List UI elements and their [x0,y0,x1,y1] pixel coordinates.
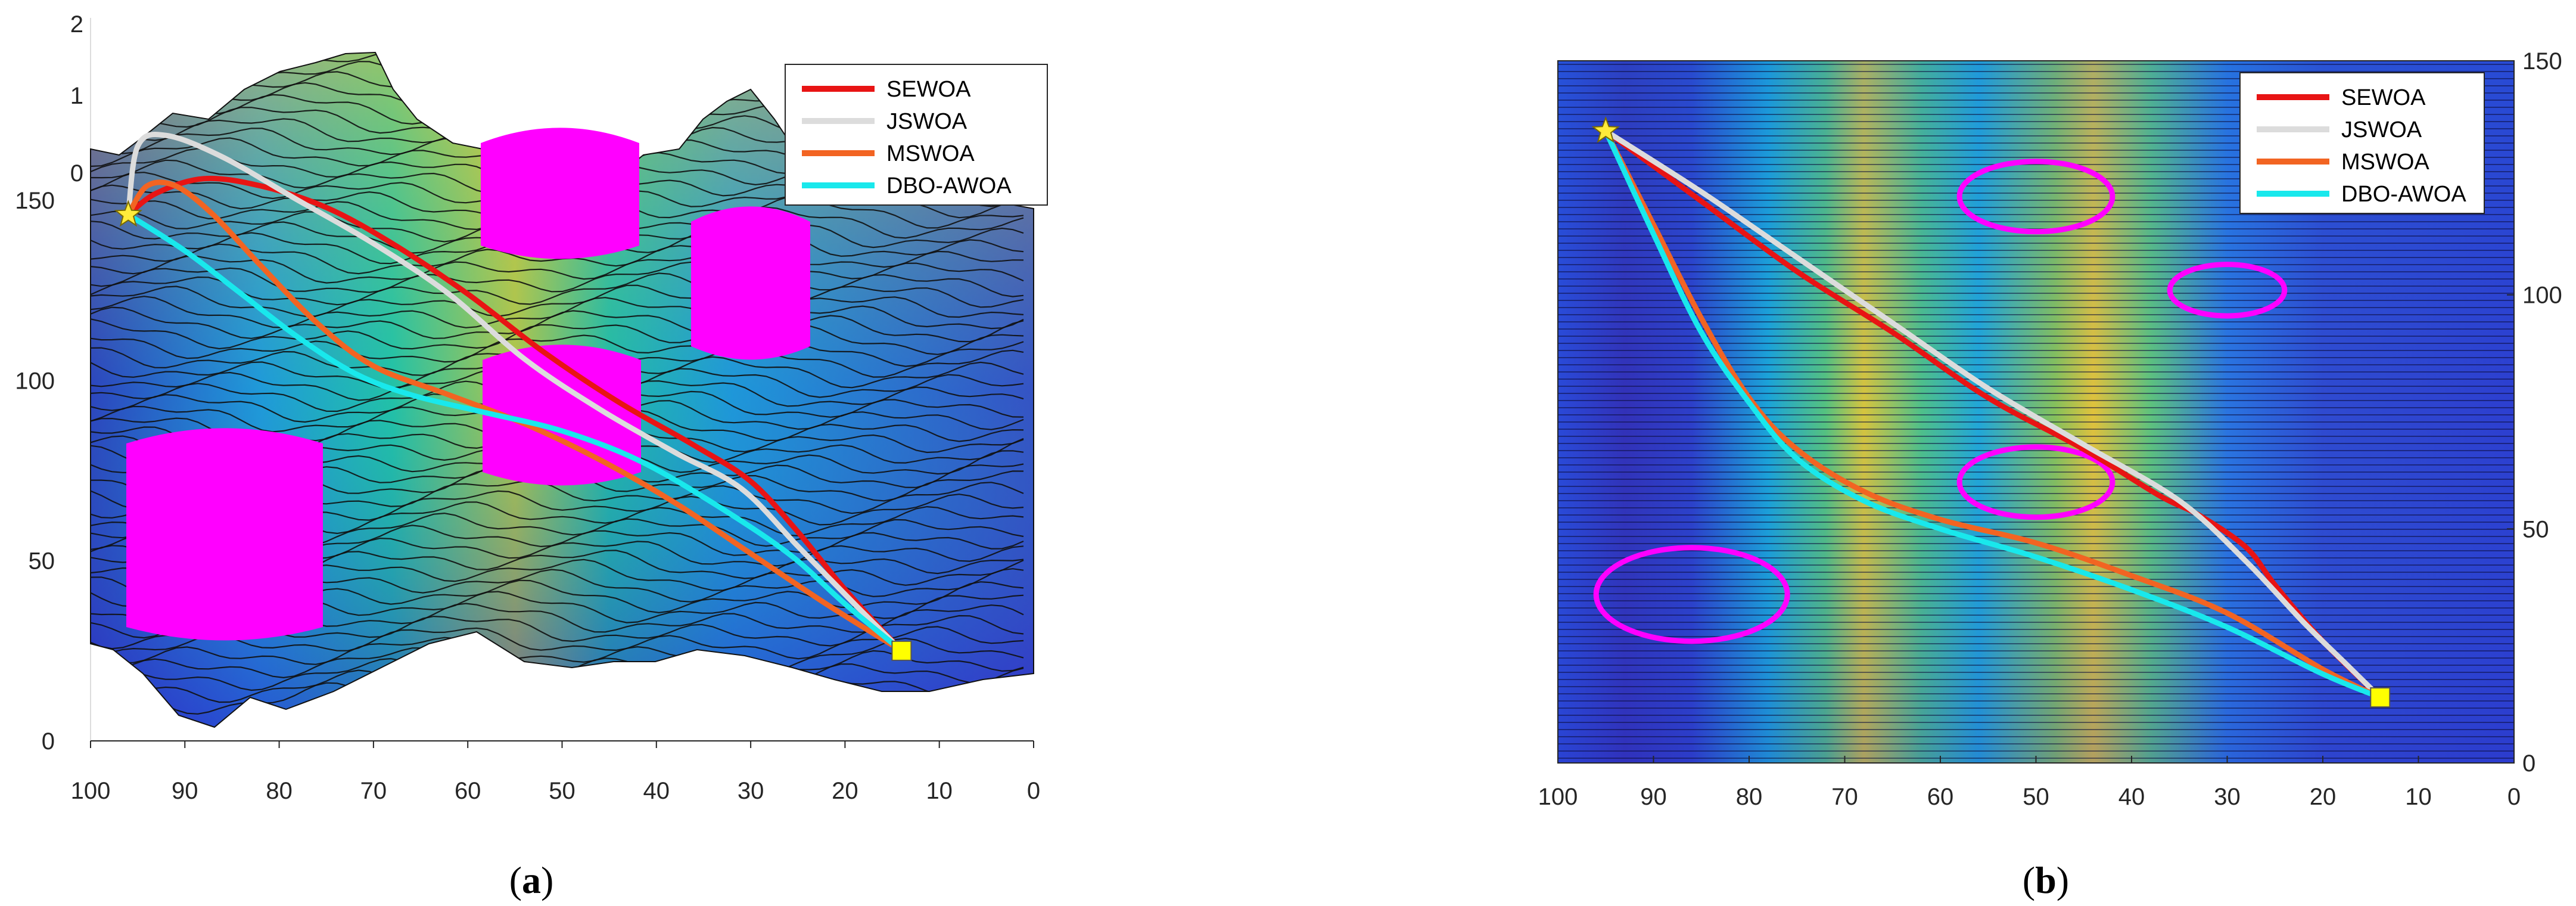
path-mswoa [125,179,904,654]
legend-label: SEWOA [2341,85,2426,110]
panel-b: 100 90 80 70 60 50 40 30 20 10 0 0 50 100 150 SEWOA JSW… [1525,0,2576,906]
x-tick-label: 80 [266,778,293,804]
y-tick-label: 100 [2522,283,2562,309]
y-tick-label: 100 [15,368,55,394]
obstacle-cylinder [126,428,323,641]
caption-b: (b) [2023,859,2069,901]
legend-label: DBO-AWOA [886,173,1012,198]
goal-marker [891,640,912,661]
x-tick-label: 20 [2310,784,2337,810]
z-tick-label: 0 [70,160,83,187]
z-tick-label: 2 [70,11,83,38]
x-tick-label: 50 [549,778,575,804]
legend: SEWOA JSWOA MSWOA DBO-AWOA [785,64,1048,206]
path-dbo-awoa [125,212,904,654]
x-tick-label: 80 [1736,784,1763,810]
goal-marker [2370,687,2391,708]
x-tick-label: 70 [360,778,387,804]
start-marker [114,200,142,227]
path-mswoa [1603,128,2383,700]
x-tick-label: 40 [643,778,670,804]
legend-label: DBO-AWOA [2341,182,2466,207]
terrain-map [1557,60,2515,764]
y-tick-label: 0 [2522,750,2535,777]
x-tick-label: 10 [926,778,953,804]
obstacle-group [1593,159,2288,644]
y-tick-label: 150 [15,188,55,214]
x-tick-label: 10 [2405,784,2432,810]
obstacle-group [126,128,810,641]
x-tick-label: 0 [2507,784,2521,810]
panel-a: 100 90 80 70 60 50 40 30 20 10 0 0 50 100 150 0 1 2 SEWOA… [0,0,1066,906]
path-jswoa [1603,128,2383,700]
obstacle-ellipse [1956,159,2115,235]
x-tick-label: 70 [1831,784,1858,810]
legend-label: SEWOA [886,77,971,102]
x-tick-label: 100 [1538,784,1578,810]
path-sewoa [125,175,904,654]
path-sewoa [1603,128,2383,700]
x-tick-label: 60 [1927,784,1954,810]
obstacle-ellipse [1593,545,1790,644]
obstacle-cylinder [481,128,639,259]
x-tick-label: 50 [2023,784,2049,810]
obstacle-cylinder [483,345,641,486]
caption-a: (a) [509,859,554,901]
x-tick-label: 0 [1027,778,1040,804]
legend: SEWOA JSWOA MSWOA DBO-AWOA [2239,72,2485,214]
legend-label: MSWOA [886,141,975,166]
obstacle-cylinder [691,206,810,360]
path-jswoa [125,132,904,654]
y-tick-label: 50 [29,548,55,575]
x-tick-label: 40 [2118,784,2145,810]
obstacle-ellipse [1956,444,2115,520]
x-tick-label: 90 [172,778,198,804]
legend-label: MSWOA [2341,150,2429,175]
path-dbo-awoa [1603,128,2383,700]
x-tick-label: 90 [1640,784,1667,810]
legend-label: JSWOA [886,109,967,134]
x-tick-label: 30 [738,778,764,804]
obstacle-ellipse [2167,262,2288,319]
y-tick-label: 150 [2522,48,2562,75]
x-tick-label: 30 [2214,784,2241,810]
y-tick-label: 50 [2522,516,2549,542]
legend-label: JSWOA [2341,117,2422,142]
x-tick-label: 20 [832,778,858,804]
start-marker [1591,116,1620,143]
z-tick-label: 1 [70,83,83,109]
x-tick-label: 100 [71,778,111,804]
x-tick-label: 60 [455,778,481,804]
y-tick-label: 0 [42,728,55,755]
